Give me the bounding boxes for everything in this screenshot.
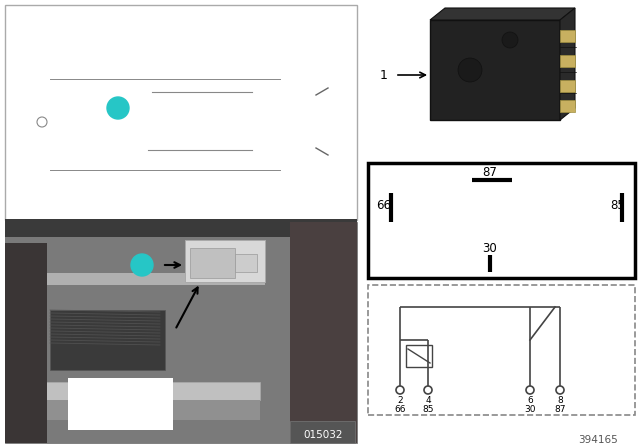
Bar — [5, 219, 357, 237]
Bar — [290, 421, 355, 443]
Circle shape — [396, 386, 404, 394]
Text: K95: K95 — [73, 401, 106, 415]
Bar — [190, 248, 235, 278]
Bar — [40, 273, 265, 285]
Bar — [235, 254, 257, 272]
Text: 66: 66 — [394, 405, 406, 414]
Circle shape — [131, 254, 153, 276]
Bar — [5, 222, 357, 443]
Bar — [40, 400, 260, 420]
Bar — [560, 55, 575, 67]
Circle shape — [502, 32, 518, 48]
Bar — [5, 222, 357, 443]
Circle shape — [107, 97, 129, 119]
Circle shape — [458, 58, 482, 82]
Text: 6: 6 — [527, 396, 533, 405]
Bar — [5, 243, 47, 443]
Bar — [185, 240, 265, 282]
Bar — [290, 222, 357, 443]
Circle shape — [556, 386, 564, 394]
Text: X18767: X18767 — [73, 415, 138, 431]
Text: 8: 8 — [557, 396, 563, 405]
Text: 30: 30 — [483, 241, 497, 254]
Bar — [50, 310, 165, 370]
Polygon shape — [430, 20, 560, 120]
Circle shape — [526, 386, 534, 394]
Text: 015032: 015032 — [303, 430, 343, 440]
Bar — [68, 378, 173, 430]
Text: 87: 87 — [483, 165, 497, 178]
Bar — [368, 163, 635, 278]
Bar — [40, 382, 260, 400]
Circle shape — [424, 386, 432, 394]
Bar — [5, 5, 357, 220]
Bar — [560, 30, 575, 42]
Text: 85: 85 — [611, 198, 625, 211]
Text: 1: 1 — [138, 260, 146, 270]
Bar — [368, 285, 635, 415]
Circle shape — [37, 117, 47, 127]
Polygon shape — [560, 8, 575, 120]
Text: 87: 87 — [554, 405, 566, 414]
Bar — [560, 100, 575, 112]
Text: 85: 85 — [422, 405, 434, 414]
Polygon shape — [18, 271, 325, 376]
Polygon shape — [430, 8, 575, 20]
Text: 4: 4 — [425, 396, 431, 405]
Text: 30: 30 — [524, 405, 536, 414]
Text: 66: 66 — [376, 198, 391, 211]
Polygon shape — [136, 291, 262, 365]
Text: 394165: 394165 — [579, 435, 618, 445]
Text: 1: 1 — [114, 103, 122, 113]
Text: 1: 1 — [380, 69, 388, 82]
Polygon shape — [6, 318, 18, 341]
Bar — [560, 80, 575, 92]
Text: 2: 2 — [397, 396, 403, 405]
Bar — [365, 5, 635, 160]
Bar — [406, 345, 432, 367]
